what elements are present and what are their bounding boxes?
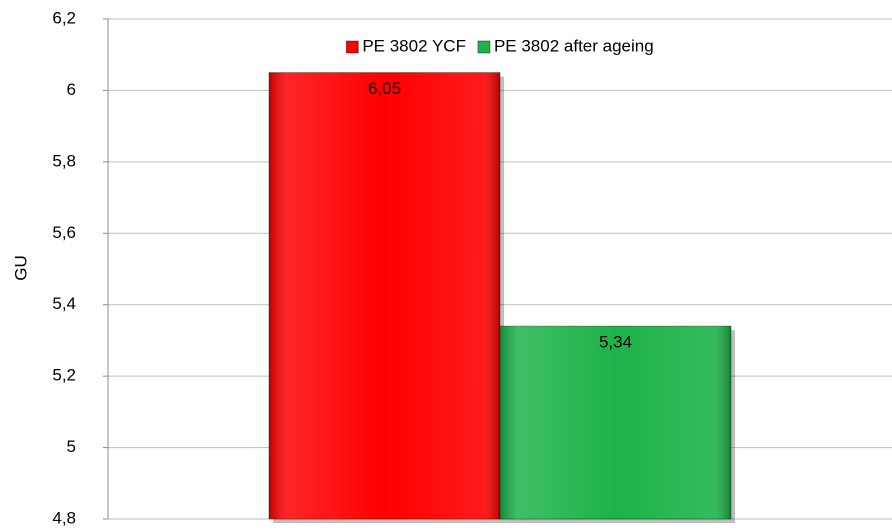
y-tick-label: 5,4 <box>52 294 76 313</box>
y-axis-label: GU <box>11 255 30 281</box>
data-label: 5,34 <box>599 333 632 352</box>
data-label: 6,05 <box>368 79 401 98</box>
y-tick-label: 6 <box>67 80 76 99</box>
bar-shine <box>269 72 500 520</box>
y-tick-label: 4,8 <box>52 508 76 527</box>
bar-shine <box>500 326 731 519</box>
y-tick-label: 6,2 <box>52 8 76 27</box>
y-tick-label: 5,2 <box>52 366 76 385</box>
legend-swatch <box>345 40 359 54</box>
legend-label: PE 3802 YCF <box>362 36 466 55</box>
legend-label: PE 3802 after ageing <box>494 36 654 55</box>
legend-swatch <box>477 40 491 54</box>
y-tick-label: 5 <box>67 437 76 456</box>
y-tick-label: 5,8 <box>52 151 76 170</box>
y-tick-label: 5,6 <box>52 223 76 242</box>
